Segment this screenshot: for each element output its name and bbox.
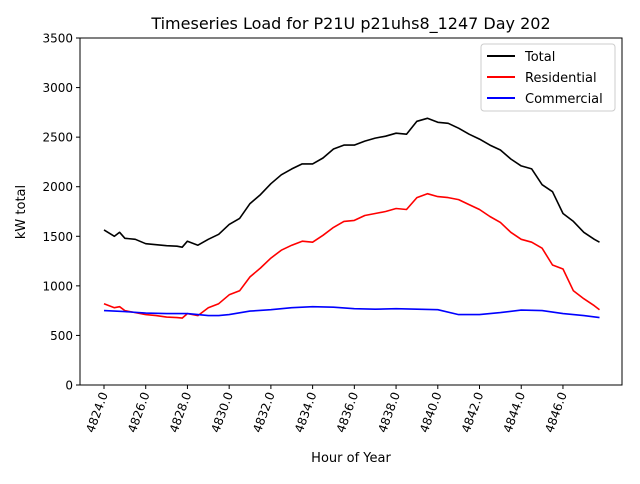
x-tick-label: 4842.0 — [459, 390, 487, 434]
x-tick-label: 4836.0 — [334, 390, 362, 434]
plot-frame — [79, 37, 623, 386]
x-axis-label: Hour of Year — [311, 451, 391, 466]
x-tick-label: 4834.0 — [292, 390, 320, 434]
x-tick-label: 4840.0 — [417, 390, 445, 434]
y-tick-label: 1500 — [42, 230, 73, 244]
x-tick-label: 4830.0 — [208, 390, 236, 434]
series-line-residential — [103, 192, 600, 319]
x-tick-label: 4828.0 — [167, 390, 195, 434]
x-tick-label: 4838.0 — [375, 390, 403, 434]
legend: Total Residential Commercial — [480, 43, 616, 112]
y-tick-label: 2000 — [42, 180, 73, 194]
x-tick-label: 4824.0 — [83, 390, 111, 434]
x-tick-label: 4832.0 — [250, 390, 278, 434]
y-tick-label: 2500 — [42, 131, 73, 145]
legend-box — [480, 43, 616, 112]
y-tick-label: 500 — [50, 329, 73, 343]
chart-title: Timeseries Load for P21U p21uhs8_1247 Da… — [150, 14, 550, 34]
y-tick-label: 3500 — [42, 32, 73, 46]
y-tick-label: 1000 — [42, 279, 73, 293]
legend-label-residential: Residential — [525, 71, 597, 86]
y-axis-label: kW total — [14, 185, 29, 239]
legend-label-commercial: Commercial — [525, 92, 603, 107]
x-tick-label: 4846.0 — [542, 390, 570, 434]
series-line-total — [103, 117, 600, 248]
series-line-commercial — [103, 305, 600, 319]
x-tick-label: 4826.0 — [125, 390, 153, 434]
x-tick-label: 4844.0 — [501, 390, 529, 434]
legend-label-total: Total — [524, 50, 555, 65]
y-tick-label: 3000 — [42, 81, 73, 95]
y-tick-label: 0 — [65, 379, 73, 393]
